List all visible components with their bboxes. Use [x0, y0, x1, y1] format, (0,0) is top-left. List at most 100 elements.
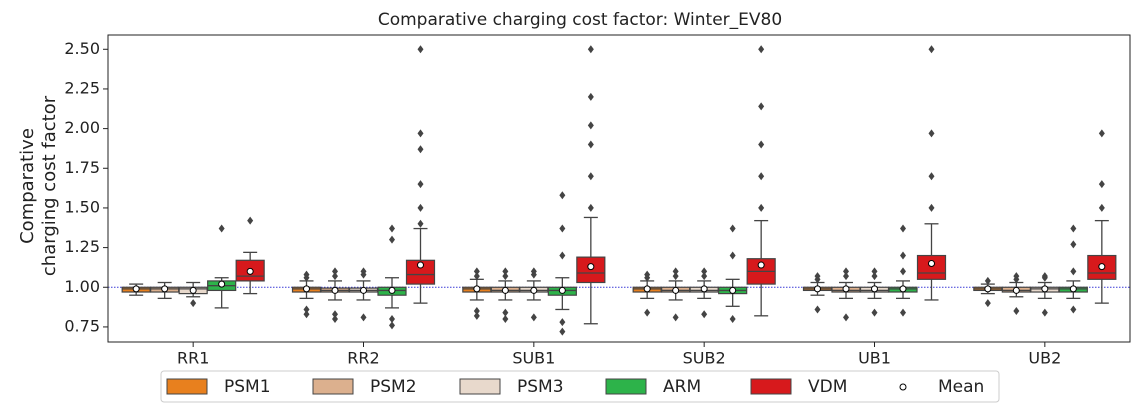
mean-marker: [303, 285, 310, 293]
legend-mean-marker: [899, 383, 907, 391]
outlier: [332, 314, 338, 323]
outlier: [587, 203, 594, 212]
x-tick-label: RR1: [177, 349, 209, 368]
outlier: [758, 140, 765, 149]
legend-swatch: [750, 378, 792, 395]
outlier: [389, 224, 395, 233]
mean-marker: [388, 286, 396, 294]
outlier: [389, 314, 395, 323]
outlier: [701, 267, 708, 276]
mean-marker: [473, 285, 481, 293]
x-tick-label: UB2: [1028, 349, 1061, 368]
mean-marker: [814, 285, 821, 293]
outlier: [530, 267, 537, 276]
y-tick-label: 0.75: [64, 316, 100, 335]
outlier: [559, 251, 566, 260]
outlier: [871, 308, 878, 317]
y-axis-label: charging cost factor: [39, 95, 60, 276]
outlier: [247, 216, 254, 225]
outlier: [417, 180, 424, 189]
x-tick-label: SUB2: [683, 349, 726, 368]
outlier: [1070, 240, 1077, 249]
mean-marker: [757, 261, 765, 269]
y-tick-label: 1.25: [64, 237, 100, 256]
outlier: [758, 45, 765, 54]
y-tick-label: 2.00: [64, 118, 100, 137]
outlier: [672, 267, 679, 276]
outlier: [417, 145, 424, 154]
outlier: [984, 276, 991, 285]
outlier: [729, 224, 736, 233]
mean-marker: [218, 280, 226, 288]
outlier: [701, 272, 708, 281]
outlier: [1070, 305, 1077, 314]
outlier: [758, 203, 765, 212]
legend-label: PSM2: [370, 377, 417, 397]
outlier: [559, 224, 566, 233]
outlier: [1070, 267, 1077, 276]
outlier: [1041, 272, 1048, 281]
outlier: [587, 92, 594, 101]
outlier: [530, 313, 537, 322]
outlier: [389, 321, 395, 330]
outlier: [814, 305, 821, 314]
mean-marker: [984, 285, 992, 293]
outlier: [303, 305, 310, 314]
outlier: [1041, 308, 1048, 317]
outlier: [758, 172, 765, 181]
mean-marker: [672, 286, 680, 294]
mean-marker: [331, 286, 339, 294]
mean-marker: [558, 286, 566, 294]
mean-marker: [246, 267, 254, 275]
outlier: [900, 224, 906, 233]
outlier: [417, 129, 424, 138]
mean-marker: [899, 285, 907, 293]
mean-marker: [161, 285, 169, 293]
outlier: [900, 251, 906, 260]
outlier: [332, 267, 338, 276]
outlier: [843, 272, 849, 281]
mean-marker: [842, 285, 850, 293]
outlier: [729, 314, 736, 323]
outlier: [473, 267, 480, 276]
x-tick-label: SUB1: [512, 349, 555, 368]
y-axis-label: Comparative: [17, 128, 38, 244]
box: [405, 259, 436, 285]
mean-marker: [587, 263, 595, 271]
outlier: [1013, 307, 1020, 316]
mean-marker: [643, 285, 651, 293]
legend-label: PSM3: [517, 377, 564, 397]
outlier: [1098, 203, 1105, 212]
outlier: [587, 140, 594, 149]
outlier: [502, 272, 509, 281]
outlier: [303, 270, 310, 279]
mean-marker: [360, 286, 367, 294]
outlier: [644, 270, 651, 279]
mean-marker: [1069, 285, 1077, 293]
outlier: [360, 267, 367, 276]
outlier: [984, 299, 991, 308]
outlier: [332, 272, 338, 281]
legend-label: VDM: [808, 377, 847, 397]
outlier: [928, 45, 935, 54]
outlier: [1098, 180, 1105, 189]
outlier: [417, 219, 424, 228]
outlier: [587, 172, 594, 181]
outlier: [218, 224, 225, 233]
mean-marker: [1041, 285, 1049, 293]
outlier: [672, 313, 679, 322]
outlier: [417, 203, 424, 212]
outlier: [502, 314, 509, 323]
outlier: [587, 121, 594, 130]
plot-frame: [107, 34, 1131, 343]
x-tick-label: UB1: [858, 349, 891, 368]
mean-marker: [700, 285, 708, 293]
legend-label: Mean: [938, 377, 984, 397]
outlier: [559, 327, 566, 336]
outlier: [389, 235, 395, 244]
chart-title: Comparative charging cost factor: Winter…: [378, 10, 782, 30]
legend-label: PSM1: [224, 377, 271, 397]
mean-marker: [189, 286, 197, 294]
outlier: [928, 172, 935, 181]
outlier: [928, 203, 935, 212]
